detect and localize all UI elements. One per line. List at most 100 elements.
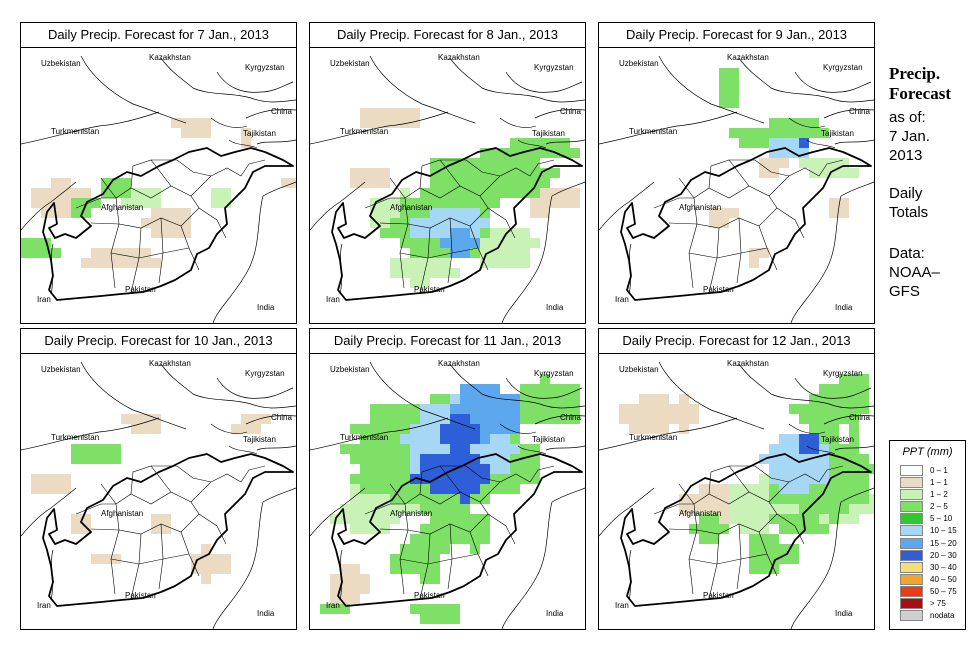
precip-cell [789,504,799,514]
precip-cell [779,138,789,148]
precip-cell [729,88,739,98]
precip-cell [450,604,460,614]
precip-cell [440,434,450,444]
precip-map: Uzbekistan Kazakhstan Kyrgyzstan Turkmenist… [599,53,874,323]
precip-cell [779,544,789,554]
precip-cell [410,108,420,118]
precip-cell [91,444,101,454]
precip-cell [21,248,31,258]
country-label-china: China [271,107,292,116]
country-label-tajikistan: Tajikistan [532,435,565,444]
legend-label: 1 – 1 [930,478,948,488]
precip-cell [460,158,470,168]
precip-cell [809,464,819,474]
precip-cell [51,474,61,484]
country-label-iran: Iran [326,295,340,304]
precip-cell [480,248,490,258]
precip-cell [470,228,480,238]
daily-label: Daily [889,185,923,202]
precip-cell [769,534,779,544]
precip-cell [769,484,779,494]
precip-cell [410,544,420,554]
legend-item: nodata [900,610,958,622]
precip-cell [500,434,510,444]
precip-cell [91,554,101,564]
precip-cell [659,404,669,414]
precip-cell [749,564,759,574]
precip-cell [420,278,430,288]
precip-cell [430,514,440,524]
precip-cell [201,564,211,574]
precip-cell [71,514,81,524]
precip-cell [171,218,181,228]
precip-cell [769,444,779,454]
precip-cell [819,414,829,424]
precip-cell [480,434,490,444]
precip-cell [480,158,490,168]
precip-cell [869,464,874,474]
precip-cell [540,148,550,158]
precip-cell [659,424,669,434]
precip-cell [659,414,669,424]
precip-cell [360,108,370,118]
precip-cell [520,248,530,258]
precip-cell [440,484,450,494]
precip-cell [151,424,161,434]
precip-cell [400,404,410,414]
precip-cell [699,494,709,504]
precip-cell [560,188,570,198]
legend-label: 15 – 20 [930,538,957,548]
precip-cell [370,218,380,228]
precip-cell [181,218,191,228]
precip-cell [470,444,480,454]
panel-title: Daily Precip. Forecast for 7 Jan., 2013 [21,23,296,48]
precip-cell [520,238,530,248]
precip-cell [769,168,779,178]
precip-cell [819,444,829,454]
precip-cell [759,494,769,504]
precip-cell [380,228,390,238]
precip-cell [440,394,450,404]
precip-cell [370,208,380,218]
precip-cell [749,534,759,544]
precip-cell [460,208,470,218]
precip-cell [789,118,799,128]
precip-cell [669,404,679,414]
precip-cell [819,514,829,524]
precip-cell [420,484,430,494]
precip-cell [420,208,430,218]
precip-cell [490,228,500,238]
precip-cell [420,444,430,454]
precip-cell [849,404,859,414]
precip-cell [370,524,380,534]
precip-cell [51,484,61,494]
precip-cell [151,188,161,198]
precip-cell [440,158,450,168]
precip-cell [540,374,550,384]
precip-cell [530,138,540,148]
precip-cell [470,158,480,168]
precip-cell [390,464,400,474]
country-label-india: India [835,609,853,618]
country-label-pakistan: Pakistan [703,591,734,600]
precip-map: Uzbekistan Kazakhstan Kyrgyzstan Turkmenist… [599,359,874,629]
precip-cell [709,208,719,218]
precip-cell [181,208,191,218]
precip-cell [350,484,360,494]
precip-cell [839,444,849,454]
precip-cell [51,248,61,258]
precip-cell [41,198,51,208]
precip-cell [440,494,450,504]
precip-cell [809,404,819,414]
precip-cell [340,574,350,584]
precip-cell [749,128,759,138]
precip-cell [390,228,400,238]
precip-cell [350,474,360,484]
precip-cell [450,228,460,238]
precip-cell [470,394,480,404]
country-label-turkmenistan: Turkmenistan [340,127,388,136]
precip-cell [440,464,450,474]
precip-cell [61,188,71,198]
precip-cell [859,504,869,514]
legend-item: 30 – 40 [900,561,958,574]
